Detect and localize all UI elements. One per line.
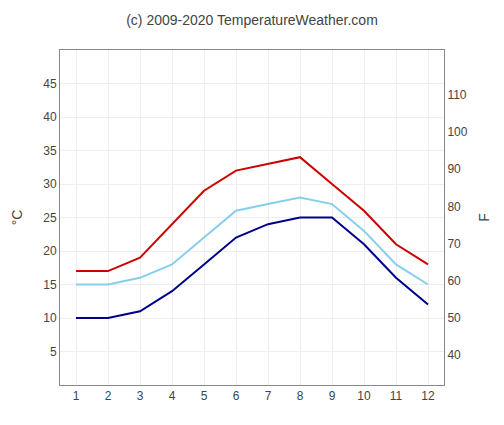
svg-text:35: 35 <box>43 144 57 158</box>
svg-text:8: 8 <box>297 389 304 403</box>
svg-text:5: 5 <box>201 389 208 403</box>
svg-text:10: 10 <box>43 311 57 325</box>
svg-text:12: 12 <box>421 389 435 403</box>
svg-text:4: 4 <box>169 389 176 403</box>
svg-text:5: 5 <box>50 345 57 359</box>
svg-text:40: 40 <box>43 110 57 124</box>
svg-text:(c) 2009-2020 TemperatureWeath: (c) 2009-2020 TemperatureWeather.com <box>126 12 378 28</box>
svg-text:110: 110 <box>447 88 466 102</box>
svg-text:60: 60 <box>447 274 461 288</box>
svg-text:50: 50 <box>447 311 461 325</box>
svg-text:10: 10 <box>357 389 371 403</box>
svg-text:45: 45 <box>43 77 57 91</box>
svg-text:°C: °C <box>9 210 25 226</box>
svg-text:7: 7 <box>265 389 272 403</box>
svg-text:20: 20 <box>43 244 57 258</box>
svg-text:100: 100 <box>447 125 467 139</box>
svg-text:F: F <box>476 213 492 222</box>
svg-text:2: 2 <box>105 389 112 403</box>
svg-text:15: 15 <box>43 278 57 292</box>
svg-text:9: 9 <box>329 389 336 403</box>
svg-text:70: 70 <box>447 237 461 251</box>
svg-text:30: 30 <box>43 177 57 191</box>
svg-text:80: 80 <box>447 200 461 214</box>
svg-text:90: 90 <box>447 162 461 176</box>
svg-text:25: 25 <box>43 211 57 225</box>
svg-text:3: 3 <box>137 389 144 403</box>
svg-text:40: 40 <box>447 348 461 362</box>
svg-text:11: 11 <box>390 389 403 403</box>
svg-text:1: 1 <box>73 389 80 403</box>
svg-text:6: 6 <box>233 389 240 403</box>
